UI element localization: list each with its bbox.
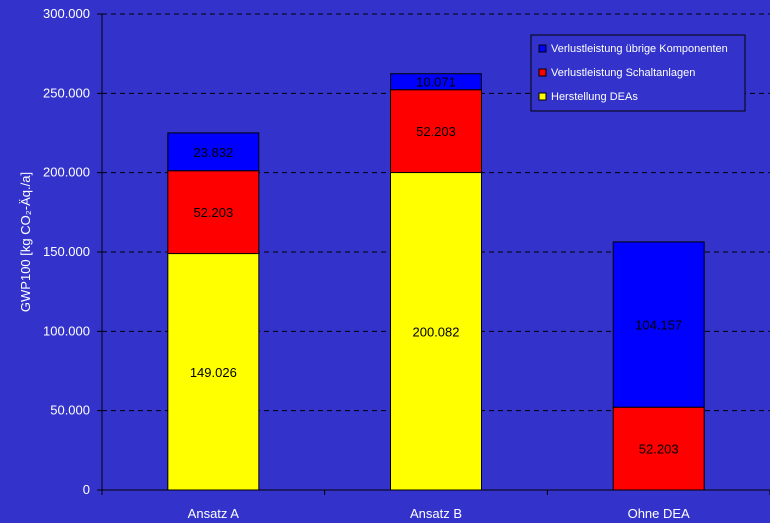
legend-swatch: [538, 44, 547, 53]
data-label: 52.203: [416, 124, 456, 139]
x-tick-label: Ohne DEA: [628, 506, 690, 521]
bar-segment: [390, 89, 482, 174]
data-label: 104.157: [635, 318, 682, 333]
y-tick-label: 300.000: [43, 6, 90, 21]
data-label: 149.026: [190, 365, 237, 380]
legend-label: Verlustleistung Schaltanlagen: [551, 67, 695, 79]
bar-segment: [167, 170, 260, 255]
legend-label: Verlustleistung übrige Komponenten: [551, 43, 728, 55]
y-axis-title: GWP100 [kg CO₂-Äq./a]: [18, 172, 33, 312]
y-tick-label: 200.000: [43, 165, 90, 180]
x-tick-label: Ansatz A: [188, 506, 240, 521]
data-label: 200.082: [413, 324, 460, 339]
legend-swatch: [538, 68, 547, 77]
y-tick-label: 0: [83, 482, 90, 497]
legend-label: Herstellung DEAs: [551, 91, 638, 103]
x-tick-label: Ansatz B: [410, 506, 462, 521]
data-label: 52.203: [193, 205, 233, 220]
y-tick-label: 150.000: [43, 244, 90, 259]
bar-segment: [390, 73, 482, 91]
data-label: 23.832: [193, 145, 233, 160]
data-label: 10.071: [416, 75, 456, 90]
bar-segment: [390, 172, 482, 491]
bar-segment: [167, 132, 260, 172]
legend-box: [530, 34, 746, 112]
y-tick-label: 250.000: [43, 85, 90, 100]
bar-segment: [612, 241, 705, 408]
bar-segment: [167, 253, 260, 491]
y-tick-label: 100.000: [43, 323, 90, 338]
bar-segment: [612, 406, 705, 491]
y-tick-label: 50.000: [50, 403, 90, 418]
data-label: 52.203: [639, 442, 679, 457]
legend-swatch: [538, 92, 547, 101]
